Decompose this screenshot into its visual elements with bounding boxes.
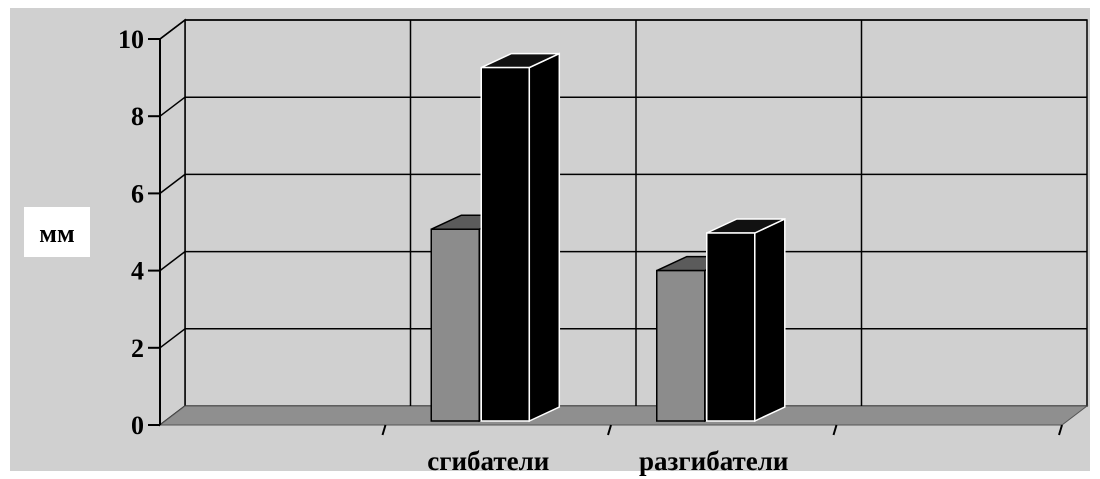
y-axis-ticks: 0 2 4 6 8 10 bbox=[118, 25, 161, 440]
x-tick-mark bbox=[607, 424, 612, 436]
y-axis-title-text: мм bbox=[39, 219, 74, 248]
bar bbox=[480, 66, 530, 422]
gridline-side bbox=[159, 96, 186, 117]
bars bbox=[430, 52, 786, 423]
bar bbox=[656, 269, 706, 422]
x-tick-mark bbox=[381, 424, 387, 436]
y-tick-label: 2 bbox=[131, 334, 144, 363]
bar-side-face bbox=[754, 217, 786, 423]
gridline-side bbox=[159, 251, 186, 272]
x-tick-label: сгибатели bbox=[427, 446, 549, 476]
x-tick-mark bbox=[832, 424, 838, 436]
y-tick-label: 0 bbox=[131, 411, 144, 440]
side-wall bbox=[159, 18, 186, 427]
bar bbox=[430, 228, 480, 422]
gridline-side bbox=[159, 19, 186, 40]
x-axis-labels: сгибатели разгибатели bbox=[381, 424, 1063, 476]
y-axis-title: мм bbox=[24, 207, 90, 257]
y-tick-label: 8 bbox=[131, 102, 144, 131]
y-axis-title-box bbox=[24, 207, 90, 257]
gridline-side bbox=[159, 328, 186, 349]
gridline-side bbox=[159, 173, 186, 194]
bar bbox=[706, 232, 756, 422]
y-tick-label: 10 bbox=[118, 25, 144, 54]
x-tick-mark bbox=[1058, 424, 1063, 436]
y-tick-label: 4 bbox=[131, 257, 144, 286]
y-tick-label: 6 bbox=[131, 179, 144, 208]
bar-side-face bbox=[528, 52, 561, 423]
chart-walls bbox=[158, 18, 1089, 427]
gridlines bbox=[159, 19, 1087, 406]
floor bbox=[158, 405, 1089, 426]
x-tick-label: разгибатели bbox=[639, 446, 788, 476]
